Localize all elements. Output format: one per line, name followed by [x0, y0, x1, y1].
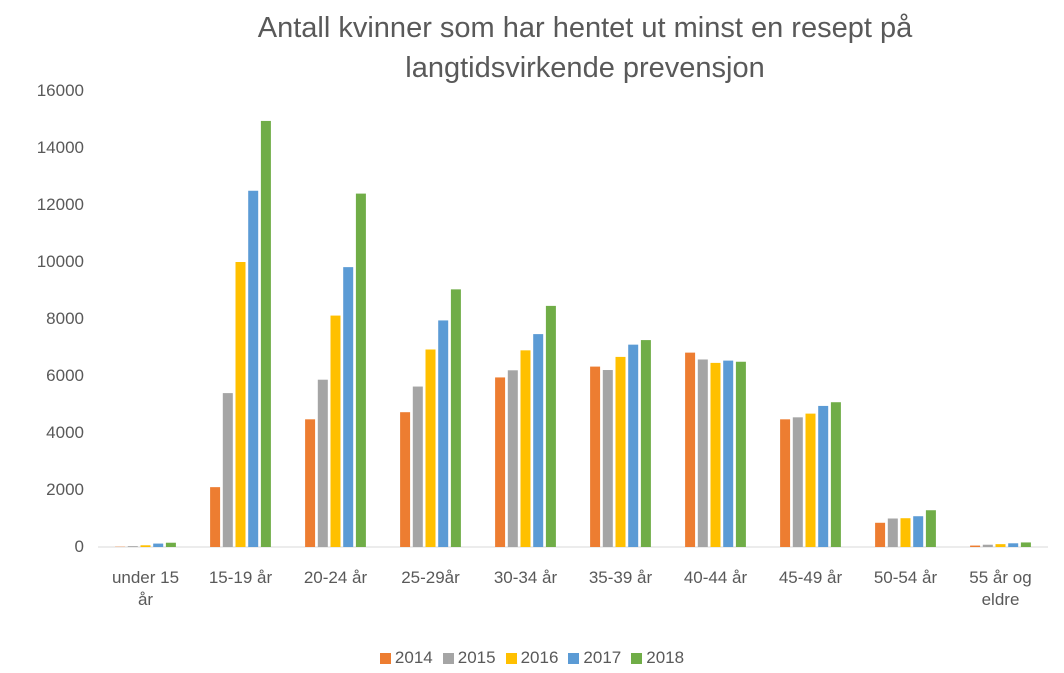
y-tick-label: 6000	[46, 366, 84, 385]
bar	[330, 315, 341, 547]
bar	[520, 350, 531, 547]
legend-swatch	[505, 652, 517, 664]
x-tick-label: 40-44 år	[683, 568, 748, 587]
legend-swatch	[442, 652, 454, 664]
x-tick-label: 35-39 år	[588, 568, 653, 587]
bar	[900, 518, 911, 547]
y-tick-label: 16000	[36, 81, 84, 100]
bar	[248, 190, 259, 547]
bar	[970, 545, 981, 547]
bar	[533, 334, 544, 547]
legend-item: 2014	[379, 648, 433, 668]
bar	[450, 289, 461, 547]
legend-swatch	[631, 652, 643, 664]
x-tick-label: 25-29år	[401, 568, 460, 587]
bar	[438, 320, 449, 547]
legend-label: 2017	[583, 648, 622, 667]
x-tick-label: 45-49 år	[778, 568, 843, 587]
legend-item: 2018	[631, 648, 684, 668]
y-tick-label: 10000	[36, 252, 84, 271]
bar	[875, 522, 886, 547]
bar	[260, 120, 271, 548]
bar	[210, 487, 221, 547]
y-tick-label: 8000	[46, 309, 84, 328]
legend-swatch	[568, 652, 580, 664]
bar	[317, 379, 328, 547]
bar	[615, 356, 626, 547]
bar	[425, 349, 436, 547]
legend-item: 2015	[442, 648, 496, 668]
legend-label: 2014	[394, 648, 433, 667]
bar	[545, 305, 556, 547]
bar	[830, 402, 841, 547]
bar	[697, 359, 708, 547]
bar	[640, 340, 651, 547]
bar	[412, 386, 423, 547]
y-tick-label: 0	[74, 537, 84, 556]
bar	[127, 546, 138, 547]
bar	[887, 518, 898, 547]
bar	[723, 360, 734, 547]
x-tick-label: 30-34 år	[493, 568, 558, 587]
bar	[818, 405, 829, 547]
legend-label: 2018	[646, 648, 685, 667]
y-tick-label: 2000	[46, 480, 84, 499]
x-tick-label: 50-54 år	[873, 568, 938, 587]
bar	[590, 366, 601, 547]
bar	[507, 370, 518, 547]
bar	[495, 377, 506, 547]
bar	[792, 417, 803, 547]
bar	[805, 413, 816, 547]
bar	[710, 362, 721, 547]
bar	[602, 370, 613, 547]
bar	[995, 544, 1006, 547]
y-tick-label: 12000	[36, 195, 84, 214]
legend-label: 2015	[457, 648, 496, 667]
x-tick-label: 20-24 år	[303, 568, 368, 587]
bar	[735, 361, 746, 547]
bar	[925, 510, 936, 547]
x-tick-label: 15-19 år	[208, 568, 273, 587]
bar	[780, 419, 791, 547]
bar	[140, 545, 151, 547]
bar	[400, 412, 411, 547]
bar	[1020, 542, 1031, 547]
legend-swatch	[379, 652, 391, 664]
bar	[235, 262, 246, 547]
legend-item: 2017	[568, 648, 621, 668]
bar	[153, 543, 164, 547]
legend: 2014 2015 2016 2017 2018	[0, 648, 1064, 668]
y-tick-label: 4000	[46, 423, 84, 442]
y-tick-label: 14000	[36, 138, 84, 157]
bar	[913, 516, 924, 547]
bar	[355, 193, 366, 547]
bar	[685, 352, 696, 547]
bar	[343, 267, 354, 547]
bar	[628, 344, 639, 547]
legend-label: 2016	[520, 648, 559, 667]
bar	[1008, 543, 1019, 547]
bar	[222, 393, 233, 547]
x-tick-label: under 15 år	[111, 568, 180, 609]
bar	[982, 544, 993, 547]
x-tick-label: 55 år og eldre	[969, 568, 1032, 609]
legend-item: 2016	[505, 648, 559, 668]
bar	[165, 542, 176, 547]
chart-title: Antall kvinner som har hentet ut minst e…	[257, 12, 913, 84]
bar	[305, 419, 316, 547]
